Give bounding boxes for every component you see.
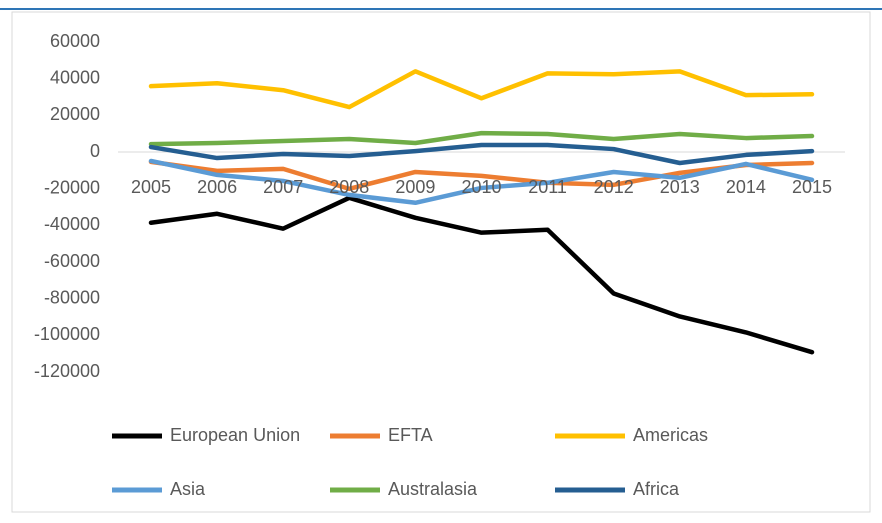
chart-frame xyxy=(11,11,871,513)
legend-label: Australasia xyxy=(388,479,478,499)
series-line xyxy=(148,69,815,110)
series-line xyxy=(148,195,815,355)
legend-label: European Union xyxy=(170,425,300,445)
legend-label: Americas xyxy=(633,425,708,445)
y-tick-label: 20000 xyxy=(50,104,100,124)
y-tick-label: -20000 xyxy=(44,177,100,197)
legend-label: Asia xyxy=(170,479,206,499)
y-tick-label: -40000 xyxy=(44,214,100,234)
x-tick-label: 2013 xyxy=(660,177,700,197)
x-tick-label: 2012 xyxy=(594,177,634,197)
x-tick-label: 2007 xyxy=(263,177,303,197)
y-tick-label: -100000 xyxy=(34,324,100,344)
x-tick-label: 2015 xyxy=(792,177,832,197)
x-tick-label: 2006 xyxy=(197,177,237,197)
x-tick-label: 2010 xyxy=(461,177,501,197)
title-strip xyxy=(0,0,882,8)
x-tick-label: 2011 xyxy=(528,177,567,197)
y-tick-label: 40000 xyxy=(50,67,100,87)
series-line xyxy=(148,158,815,206)
x-tick-label: 2014 xyxy=(726,177,766,197)
x-tick-label: 2009 xyxy=(395,177,435,197)
y-tick-label: 0 xyxy=(90,141,100,161)
legend-label: EFTA xyxy=(388,425,433,445)
series-line xyxy=(148,130,815,147)
series-line xyxy=(148,142,815,166)
x-tick-label: 2005 xyxy=(131,177,171,197)
legend-label: Africa xyxy=(633,479,680,499)
x-tick-label: 2008 xyxy=(329,177,369,197)
y-tick-label: -120000 xyxy=(34,361,100,381)
series-line xyxy=(148,159,815,192)
y-tick-label: 60000 xyxy=(50,31,100,51)
y-tick-label: -60000 xyxy=(44,251,100,271)
y-tick-label: -80000 xyxy=(44,287,100,307)
